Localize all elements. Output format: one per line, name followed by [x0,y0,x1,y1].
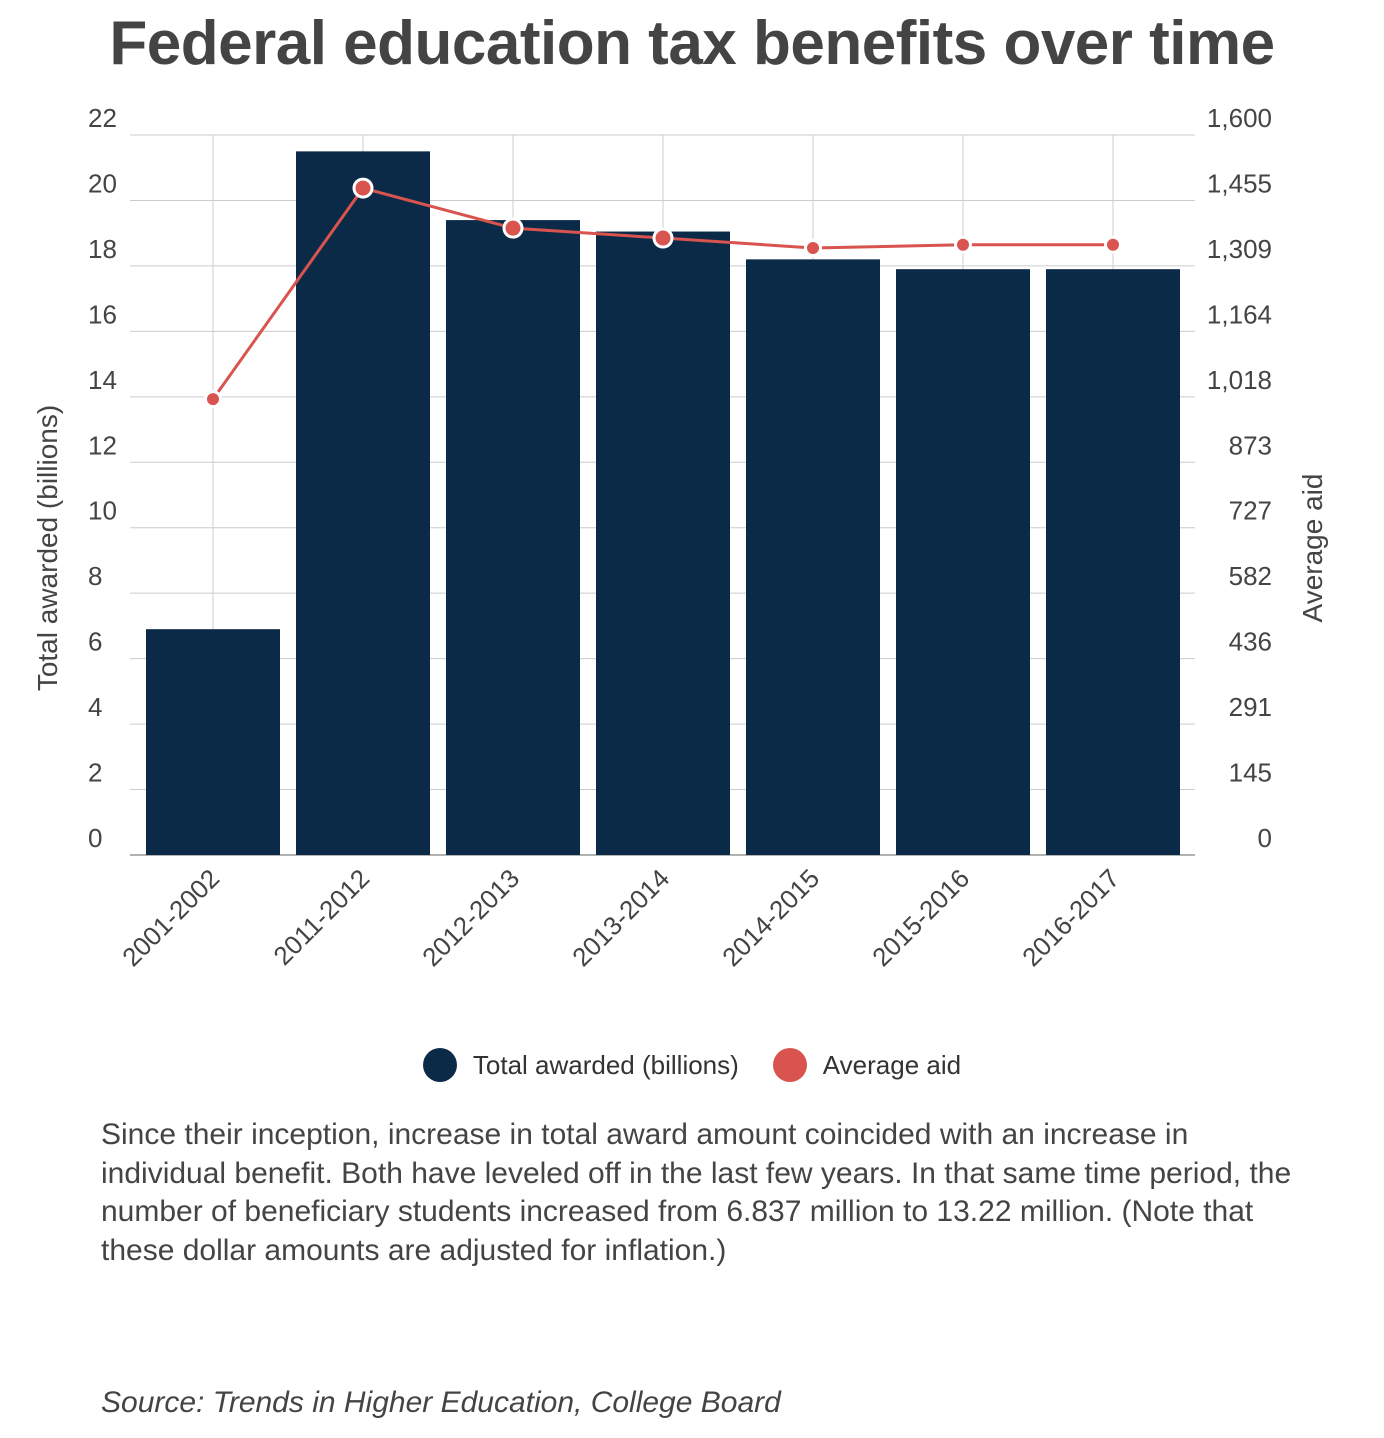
bar [1046,269,1180,855]
average-aid-point [502,217,524,239]
legend-swatch-average [772,1048,807,1082]
y2-tick-label: 1,600 [1207,103,1272,133]
y2-axis-title: Average aid [1297,474,1328,623]
y2-tick-label: 1,455 [1207,168,1272,198]
x-tick-label: 2011-2012 [267,863,375,971]
y-tick-label: 8 [88,561,102,591]
y2-tick-label: 582 [1229,561,1272,591]
average-aid-point [1104,235,1122,254]
y2-tick-label: 873 [1229,430,1272,460]
average-aid-point [804,238,822,257]
y2-tick-label: 0 [1258,823,1272,853]
legend-item-total[interactable]: Total awarded (billions) [422,1048,739,1082]
y2-tick-label: 436 [1229,627,1272,657]
y-tick-label: 22 [88,103,117,133]
legend-label-total: Total awarded (billions) [472,1049,739,1080]
y-tick-label: 18 [88,234,117,264]
y2-tick-label: 1,018 [1207,365,1272,395]
x-tick-label: 2015-2016 [866,863,975,972]
x-tick-label: 2013-2014 [566,863,675,972]
y-tick-label: 20 [88,168,117,198]
legend-label-average: Average aid [822,1049,962,1080]
bar [896,269,1030,855]
y-tick-label: 10 [88,496,117,526]
x-tick-label: 2016-2017 [1016,863,1125,972]
y2-tick-label: 1,164 [1207,299,1272,329]
bar [596,231,730,855]
y2-tick-label: 145 [1229,758,1272,788]
y-tick-label: 16 [88,299,117,329]
x-tick-label: 2001-2002 [116,863,225,972]
bar [146,629,280,855]
x-tick-label: 2012-2013 [416,863,525,972]
average-aid-point [652,227,674,249]
bar [446,220,580,855]
y-tick-label: 6 [88,627,102,657]
average-aid-point [204,390,222,409]
legend-item-average[interactable]: Average aid [772,1048,962,1082]
chart-title: Federal education tax benefits over time [109,9,1275,78]
x-tick-label: 2014-2015 [716,863,825,972]
y-tick-label: 2 [88,758,102,788]
caption: Since their inception, increase in total… [101,1118,1292,1267]
source: Source: Trends in Higher Education, Coll… [101,1386,781,1419]
average-aid-point [352,177,374,199]
y2-tick-label: 727 [1229,496,1272,526]
y-tick-label: 14 [88,365,117,395]
average-aid-point [954,235,972,254]
y-tick-label: 4 [88,692,102,722]
chart: 0 0 2 145 4 291 6 436 8 582 10 727 12 873 14 1,018 16 1,1… [32,103,1328,972]
legend: Total awarded (billions) Average aid [0,1048,1384,1082]
legend-swatch-total [422,1048,457,1082]
y-axis-title: Total awarded (billions) [32,405,63,691]
y-tick-label: 12 [88,430,117,460]
bar [746,259,880,855]
bar [296,151,430,855]
y2-tick-label: 291 [1229,692,1272,722]
y-tick-label: 0 [88,823,102,853]
y2-tick-label: 1,309 [1207,234,1272,264]
